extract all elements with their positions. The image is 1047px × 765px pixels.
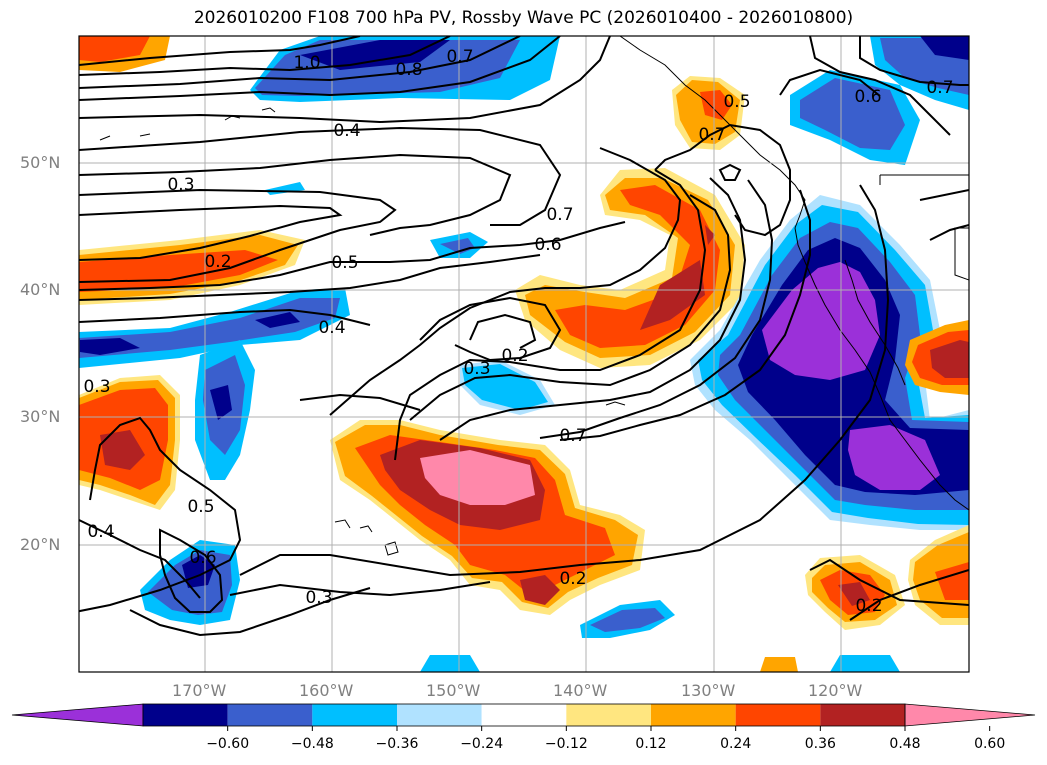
shaded-field (79, 36, 969, 672)
contour-labels: 1.0 0.8 0.7 0.5 0.4 0.3 0.2 0.5 0.4 0.7 0.6 0.7 0.2 0… (83, 47, 953, 616)
map-frame (78, 35, 970, 673)
lat-label-30n: 30°N (20, 407, 61, 426)
lon-label-120w: 120°W (808, 681, 863, 700)
colorbar-tick-label: −0.24 (460, 736, 504, 752)
lat-label-40n: 40°N (20, 280, 61, 299)
colorbar-tick-label: −0.36 (375, 736, 419, 752)
contour-label: 0.2 (204, 252, 231, 272)
contour-label: 0.3 (305, 588, 332, 608)
contour-label: 0.2 (559, 569, 586, 589)
colorbar-tick-label: 0.24 (720, 736, 752, 752)
colorbar-segment (227, 704, 313, 726)
map-title: 2026010200 F108 700 hPa PV, Rossby Wave … (193, 8, 854, 28)
colorbar-extend-max (904, 703, 1036, 727)
lon-label-140w: 140°W (553, 681, 608, 700)
lat-label-50n: 50°N (20, 153, 61, 172)
contour-label: 0.7 (926, 78, 953, 98)
contour-label: 0.2 (855, 596, 882, 616)
colorbar-segment (651, 704, 736, 726)
colorbar-segment (820, 704, 905, 726)
colorbar-segment (566, 704, 651, 726)
colorbar-segment (481, 704, 567, 726)
contour-label: 0.4 (87, 522, 114, 542)
colorbar-segment (397, 704, 482, 726)
colorbar-tick-label: −0.48 (290, 736, 334, 752)
pv-contours (79, 36, 969, 637)
contour-label: 0.6 (189, 548, 216, 568)
colorbar-segment (312, 704, 397, 726)
colorbar-tick-label: 0.36 (804, 736, 836, 752)
colorbar-tick-label: 0.48 (889, 736, 921, 752)
colorbar-tick-label: −0.60 (206, 736, 250, 752)
contour-label: 0.3 (167, 175, 194, 195)
colorbar-tick-label: 0.12 (635, 736, 667, 752)
contour-label: 0.3 (83, 377, 110, 397)
colorbar-segment (735, 704, 821, 726)
colorbar (11, 703, 1036, 731)
lon-label-150w: 150°W (426, 681, 481, 700)
contour-label: 0.5 (187, 497, 214, 517)
contour-label: 0.4 (333, 121, 360, 141)
contour-label: 0.6 (534, 235, 561, 255)
contour-label: 0.5 (331, 253, 358, 273)
colorbar-tick-label: 0.60 (974, 736, 1006, 752)
colorbar-frame (142, 703, 906, 727)
contour-label: 0.7 (446, 47, 473, 67)
lat-label-20n: 20°N (20, 535, 61, 554)
lon-label-130w: 130°W (681, 681, 736, 700)
lon-label-170w: 170°W (172, 681, 227, 700)
contour-label: 0.7 (546, 205, 573, 225)
colorbar-extend-min (11, 703, 144, 727)
contour-label: 0.5 (723, 92, 750, 112)
contour-label: 0.7 (698, 125, 725, 145)
contour-label: 0.4 (318, 318, 345, 338)
contour-label: 0.2 (501, 346, 528, 366)
contour-label: 0.6 (854, 87, 881, 107)
contour-label: 1.0 (293, 53, 320, 73)
colorbar-tick-label: −0.12 (544, 736, 588, 752)
contour-label: 0.7 (559, 426, 586, 446)
lon-label-160w: 160°W (299, 681, 354, 700)
colorbar-segment (143, 704, 228, 726)
contour-label: 0.3 (463, 359, 490, 379)
coastlines (99, 36, 969, 556)
contour-label: 0.8 (395, 60, 422, 80)
